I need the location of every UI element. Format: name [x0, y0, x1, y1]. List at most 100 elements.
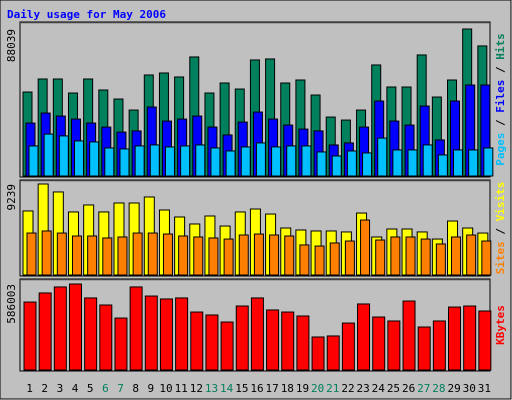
bar: [281, 311, 295, 371]
bar: [341, 322, 355, 371]
bar: [387, 320, 401, 371]
x-tick-label: 17: [266, 382, 279, 395]
bar: [316, 151, 327, 177]
x-tick-label: 30: [463, 382, 476, 395]
bar: [117, 236, 128, 276]
bar: [483, 147, 494, 177]
bar: [134, 145, 145, 177]
x-tick-label: 28: [432, 382, 445, 395]
bar: [144, 295, 158, 371]
bar: [208, 237, 219, 276]
x-tick-label: 11: [175, 382, 188, 395]
bar: [255, 142, 266, 177]
legend-entry: Visits: [494, 182, 507, 222]
bar: [43, 133, 54, 177]
bar: [223, 238, 234, 276]
bar: [178, 235, 189, 276]
y-tick-label: 586003: [5, 284, 18, 324]
bar: [41, 230, 52, 276]
x-tick-label: 14: [220, 382, 234, 395]
bar: [329, 242, 340, 276]
x-tick-label: 6: [102, 382, 109, 395]
bar: [99, 304, 113, 371]
bar: [119, 148, 130, 177]
x-tick-label: 25: [387, 382, 400, 395]
x-tick-label: 29: [447, 382, 460, 395]
bar: [71, 235, 82, 276]
x-tick-label: 27: [417, 382, 430, 395]
chart-title: Daily usage for May 2006: [7, 8, 166, 21]
legend-entry: Files: [494, 80, 507, 113]
bar: [466, 234, 477, 276]
bar: [240, 146, 251, 177]
bar: [193, 236, 204, 276]
bar: [481, 240, 492, 276]
bar: [314, 245, 325, 276]
x-tick-label: 1: [26, 382, 33, 395]
bar: [210, 147, 221, 177]
bar: [26, 232, 37, 276]
bar: [435, 243, 446, 276]
bar: [253, 233, 264, 276]
bar: [463, 305, 477, 371]
legend-separator: /: [494, 119, 507, 126]
bar: [56, 232, 67, 276]
bar: [114, 317, 128, 371]
legend-entry: Pages: [494, 133, 507, 166]
bar: [451, 236, 462, 276]
bar: [357, 303, 371, 371]
bar: [102, 237, 113, 276]
bar: [190, 311, 204, 371]
legend: Sites / Visits: [494, 182, 507, 275]
bar: [392, 149, 403, 177]
bar: [220, 321, 234, 371]
bar: [149, 144, 160, 177]
bar: [346, 150, 357, 177]
bar: [390, 236, 401, 276]
bar: [235, 305, 249, 371]
bar: [301, 145, 312, 177]
bar: [53, 286, 67, 371]
bar: [417, 326, 431, 371]
bar: [468, 149, 479, 177]
bar: [104, 147, 115, 177]
bar: [23, 301, 37, 371]
x-tick-label: 4: [72, 382, 79, 395]
bar: [238, 234, 249, 276]
x-tick-label: 20: [311, 382, 324, 395]
bar: [87, 235, 98, 276]
y-tick-label: 88039: [5, 29, 18, 62]
x-tick-label: 10: [159, 382, 172, 395]
legend-entry: Hits: [494, 33, 507, 60]
bar: [28, 145, 39, 177]
bar: [266, 309, 280, 371]
x-tick-label: 24: [372, 382, 386, 395]
bar: [147, 232, 158, 276]
x-tick-label: 12: [190, 382, 203, 395]
bar: [84, 297, 98, 371]
bar: [129, 286, 143, 371]
x-tick-label: 9: [148, 382, 155, 395]
bar: [326, 335, 340, 371]
legend-entry: KBytes: [494, 305, 507, 345]
legend: Pages / Files / Hits: [494, 33, 507, 166]
x-tick-label: 26: [402, 382, 415, 395]
bar: [250, 297, 264, 371]
bar: [407, 149, 418, 177]
bar: [38, 292, 52, 371]
bar: [437, 154, 448, 177]
bar: [132, 232, 143, 276]
bar: [195, 144, 206, 177]
x-tick-label: 23: [357, 382, 370, 395]
bar: [286, 145, 297, 177]
bar: [164, 146, 175, 177]
bar: [180, 145, 191, 177]
x-tick-label: 18: [281, 382, 294, 395]
bar: [89, 141, 100, 177]
bar: [269, 234, 280, 276]
x-tick-label: 21: [326, 382, 339, 395]
bar: [175, 297, 189, 371]
bar: [225, 150, 236, 177]
bar: [405, 236, 416, 276]
x-tick-label: 19: [296, 382, 309, 395]
